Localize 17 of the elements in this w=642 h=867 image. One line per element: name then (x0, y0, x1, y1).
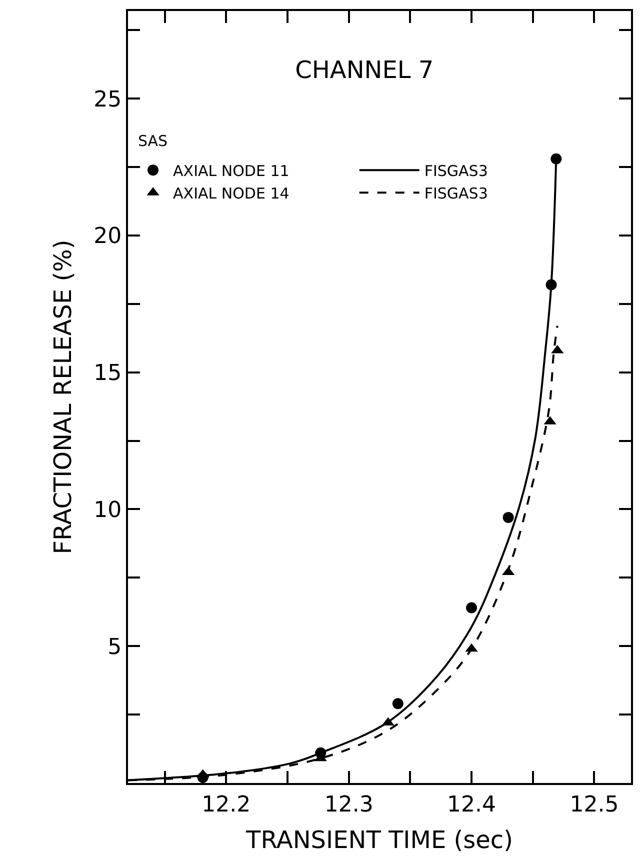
legend-label: FISGAS3 (424, 162, 488, 180)
legend-label: AXIAL NODE 11 (173, 162, 290, 180)
y-tick-label: 25 (94, 87, 122, 112)
y-tick-label: 5 (108, 634, 122, 660)
y-tick-label: 20 (94, 224, 122, 250)
x-tick-label: 12.4 (447, 792, 496, 818)
x-tick-label: 12.5 (570, 792, 619, 818)
legend-label: FISGAS3 (424, 184, 488, 202)
text: CHANNEL 7 (295, 56, 434, 84)
x-tick-label: 12.2 (202, 792, 251, 818)
y-tick-label: 15 (94, 361, 122, 386)
y-tick-label: 10 (94, 498, 122, 523)
x-tick-label: 12.3 (324, 792, 374, 818)
annotation: SAS (138, 132, 168, 150)
x-axis-title: TRANSIENT TIME (sec) (245, 826, 513, 854)
legend-label: AXIAL NODE 14 (173, 184, 290, 202)
y-axis-title: FRACTIONAL RELEASE (%) (49, 240, 78, 554)
